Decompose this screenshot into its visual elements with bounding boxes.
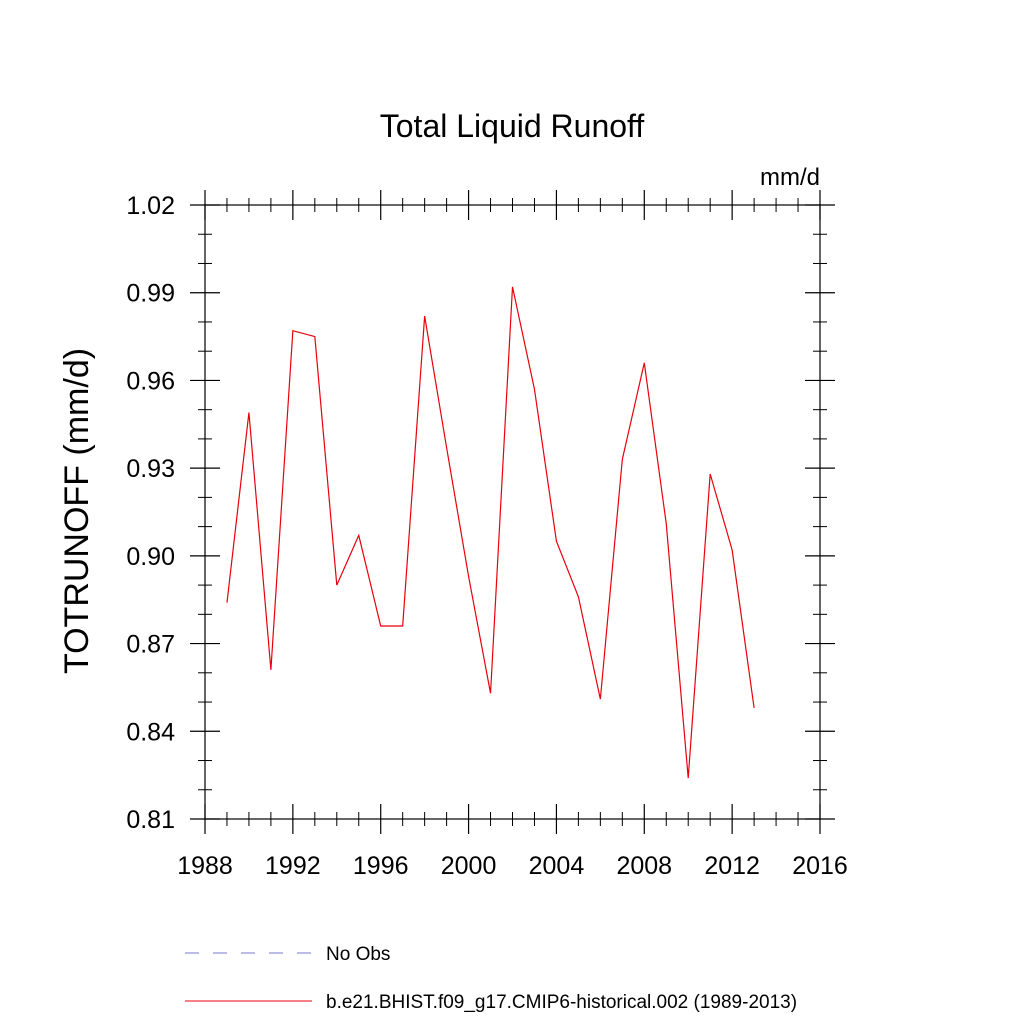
y-tick-label: 0.96 xyxy=(126,367,175,395)
x-tick-label: 1992 xyxy=(265,852,321,880)
legend-label-1: b.e21.BHIST.f09_g17.CMIP6-historical.002… xyxy=(326,992,797,1013)
series-lines xyxy=(226,286,755,779)
units-label: mm/d xyxy=(760,164,820,191)
tick-labels: 1988 1992 1996 2000 2004 2008 2012 2016 0.81 0.84… xyxy=(126,192,847,880)
chart-title: Total Liquid Runoff xyxy=(380,108,645,144)
x-tick-label: 2000 xyxy=(441,852,497,880)
y-tick-label: 0.87 xyxy=(126,631,175,659)
axis-ticks xyxy=(190,190,835,834)
x-tick-label: 1996 xyxy=(353,852,409,880)
y-axis-label: TOTRUNOFF (mm/d) xyxy=(58,348,96,674)
x-tick-label: 2008 xyxy=(616,852,672,880)
legend: No Obs b.e21.BHIST.f09_g17.CMIP6-historic… xyxy=(185,944,797,1013)
y-tick-label: 0.84 xyxy=(126,718,175,746)
y-tick-label: 0.93 xyxy=(126,455,175,483)
y-tick-label: 0.81 xyxy=(126,806,175,834)
legend-label-0: No Obs xyxy=(326,944,390,965)
x-tick-label: 2016 xyxy=(792,852,848,880)
series-line-1 xyxy=(226,286,755,779)
y-tick-label: 1.02 xyxy=(126,192,175,220)
x-tick-label: 2004 xyxy=(529,852,585,880)
y-tick-label: 0.90 xyxy=(126,543,175,571)
x-tick-label: 2012 xyxy=(704,852,760,880)
x-tick-label: 1988 xyxy=(177,852,233,880)
y-tick-label: 0.99 xyxy=(126,280,175,308)
